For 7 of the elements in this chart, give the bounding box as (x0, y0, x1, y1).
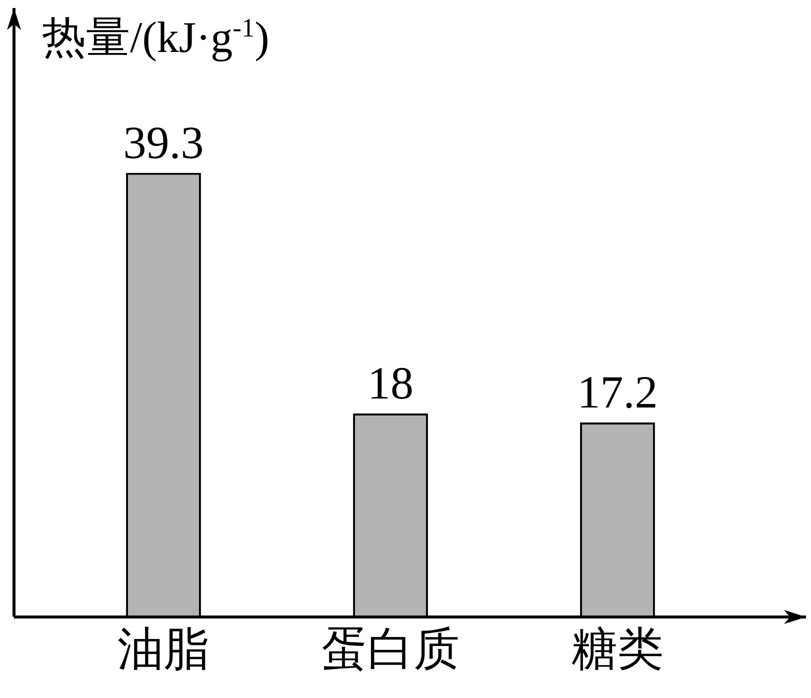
data-label: 17.2 (577, 366, 658, 418)
x-tick-label: 蛋白质 (322, 623, 460, 674)
data-label: 39.3 (123, 116, 204, 168)
x-tick-label: 糖类 (572, 623, 664, 674)
x-tick-label: 油脂 (118, 623, 210, 674)
y-axis-title: 热量/(kJ·g$^{-1}$) (42, 11, 270, 64)
data-label: 18 (368, 358, 414, 409)
